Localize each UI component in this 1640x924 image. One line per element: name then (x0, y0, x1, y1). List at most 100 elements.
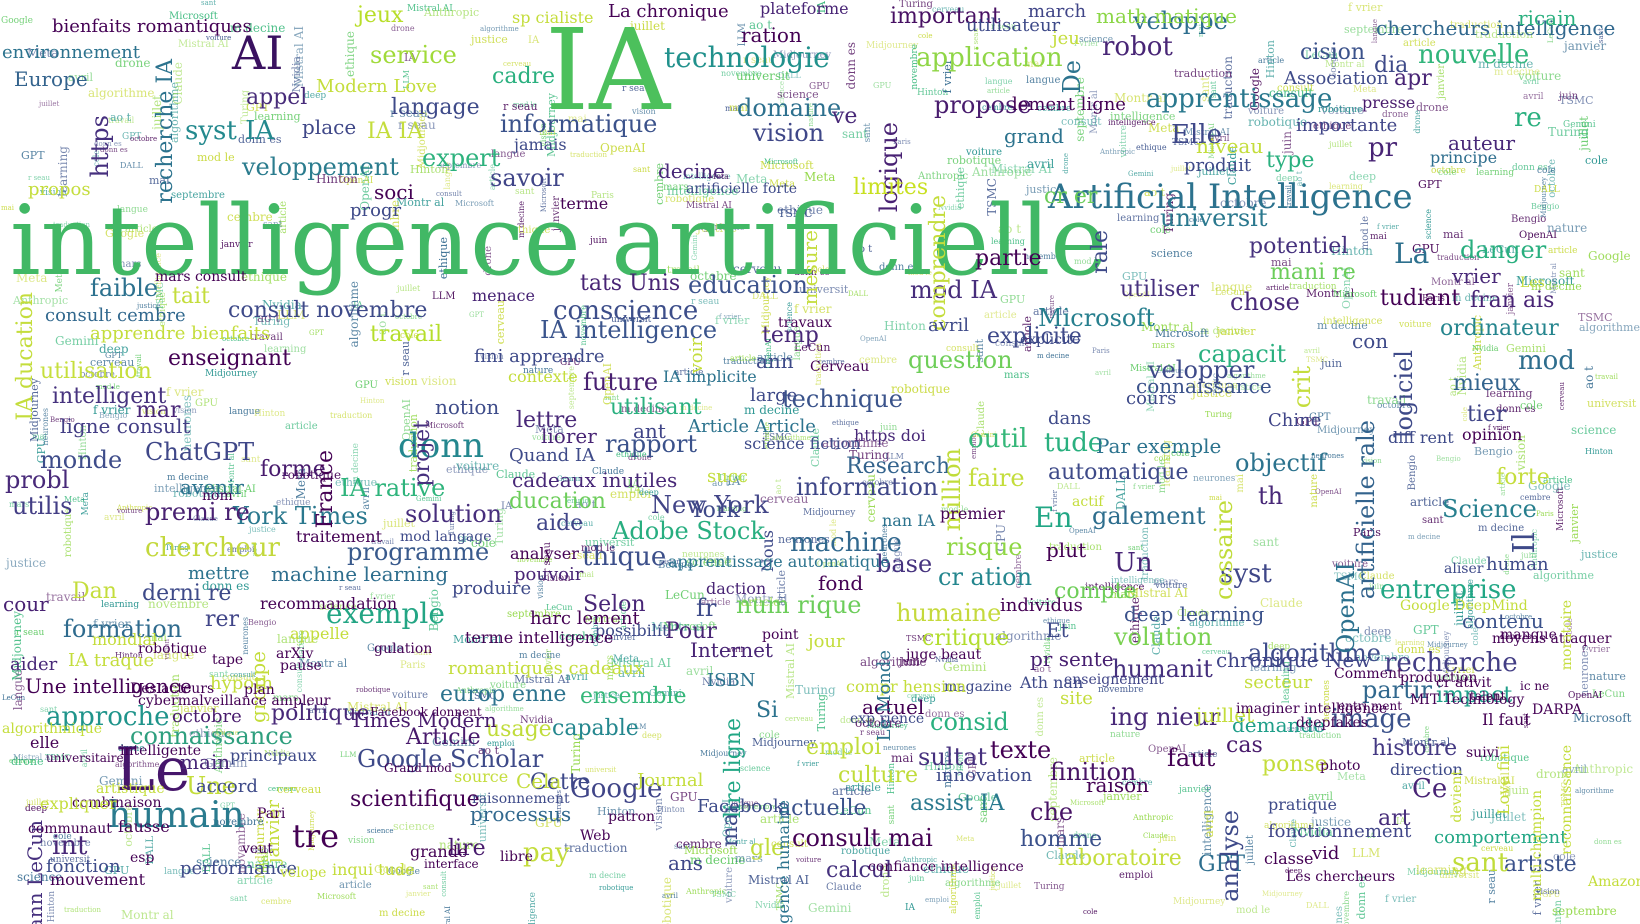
filler-word: novembre (40, 838, 91, 849)
cloud-word: jamais (514, 135, 567, 154)
cloud-word: connaissance (130, 722, 293, 750)
filler-word: Google (374, 863, 414, 876)
filler-word: science (319, 602, 357, 613)
cloud-word: utilisateur (966, 15, 1061, 36)
filler-word: f vrier (1377, 223, 1399, 231)
cloud-word: logiciel (1390, 350, 1418, 439)
filler-word: cerveau (760, 492, 809, 506)
filler-word: r seau (622, 84, 651, 94)
filler-word: GPT (220, 802, 235, 810)
filler-word: ao t (774, 479, 783, 495)
cloud-word: rale (1088, 230, 1113, 274)
filler-word: robotique (841, 846, 891, 857)
cloud-word: Il (1507, 532, 1542, 554)
filler-word: Microsoft (1333, 290, 1377, 300)
filler-word: mai (1443, 228, 1464, 241)
cloud-word: premier (940, 504, 1005, 523)
filler-word: IA (404, 51, 417, 64)
filler-word: mai (568, 114, 587, 125)
filler-word: neurones (1436, 673, 1474, 682)
filler-word: DALL (752, 292, 778, 302)
filler-word: Anthropic (1133, 813, 1174, 822)
cloud-word: projet (410, 420, 435, 487)
filler-word: science (740, 764, 771, 773)
cloud-word: compte (1054, 579, 1137, 604)
cloud-word: apprendre bienfaits (90, 323, 271, 344)
filler-word: cole (1154, 454, 1171, 463)
filler-word: TSMC (906, 634, 932, 643)
cloud-word: liorer (541, 424, 597, 448)
filler-word: r seau (568, 549, 603, 562)
cloud-word: La (1394, 237, 1430, 270)
cloud-word: travaux (778, 315, 832, 331)
filler-word: ethique (616, 450, 647, 459)
filler-word: juin (899, 655, 921, 668)
cloud-word: ant (633, 419, 666, 443)
cloud-word: juge beaut (906, 647, 982, 663)
cloud-word: Web (580, 828, 611, 844)
filler-word: GPT (246, 101, 270, 114)
filler-word: emploi (973, 892, 982, 920)
filler-word: Hinton (316, 172, 358, 186)
cloud-word: science fiction (744, 434, 861, 453)
filler-word: Google (388, 867, 420, 877)
cloud-word: daction (706, 579, 767, 598)
filler-word: Meta (16, 271, 48, 285)
cloud-word: fonction (46, 856, 121, 877)
filler-word: DALL (120, 161, 143, 170)
filler-word: Mistral AI (13, 753, 54, 762)
filler-word: Google (367, 643, 403, 654)
filler-word: septembre (739, 803, 777, 811)
cloud-word: Une (186, 772, 236, 800)
filler-word: Google (1, 16, 33, 26)
filler-word: emploi (925, 896, 949, 904)
filler-word: traduction (723, 357, 771, 367)
filler-word: article (1258, 56, 1285, 65)
filler-word: juin (1369, 582, 1385, 591)
filler-word: juillet (26, 798, 50, 807)
filler-word: DALL (1306, 901, 1329, 910)
filler-word: avril (1027, 157, 1055, 171)
cloud-word: Comment (1334, 666, 1403, 682)
cloud-word: exp rience (850, 711, 925, 727)
filler-word: cerveau (1558, 382, 1566, 411)
filler-word: ethique (923, 862, 970, 876)
cloud-word: IA IA (367, 119, 424, 144)
filler-word: vision (173, 406, 197, 415)
filler-word: Montr al (1141, 320, 1194, 334)
filler-word: sant (423, 883, 439, 891)
cloud-word: ordinateur (1440, 316, 1559, 341)
cloud-word: connaissance (1136, 374, 1272, 398)
filler-word: cerveau (561, 519, 594, 528)
cloud-word: march (1028, 1, 1087, 22)
cloud-word: fran ais (1470, 288, 1555, 313)
filler-word: Meta (736, 172, 768, 186)
filler-word: LeCun (794, 341, 831, 354)
cloud-word: Science (1442, 495, 1537, 523)
filler-word: Midjourney (1262, 890, 1303, 898)
cloud-word: Article Article (688, 416, 816, 437)
filler-word: GPT (458, 536, 473, 544)
filler-word: avril (618, 666, 646, 680)
filler-word: IA (1367, 832, 1375, 840)
filler-word: Mistral AI (686, 201, 732, 211)
cloud-word: fr (696, 594, 717, 622)
filler-word: septembre (507, 609, 561, 620)
filler-word: Claude (1260, 596, 1303, 610)
filler-word: justice (137, 302, 161, 310)
cloud-word: mars consult (155, 269, 247, 285)
filler-word: Turing (1205, 410, 1233, 419)
cloud-word: langage (391, 95, 480, 120)
cloud-word: Times Modern (350, 708, 497, 732)
cloud-word: base (876, 550, 933, 578)
filler-word: cembre (818, 358, 845, 366)
filler-word: vision (250, 846, 274, 855)
cloud-word: culture (838, 763, 919, 788)
filler-word: Gemini (808, 901, 852, 915)
filler-word: Montr al (453, 633, 502, 646)
filler-word: deep (1364, 625, 1392, 638)
filler-word: consult (436, 190, 462, 198)
filler-word: f vrier (797, 760, 819, 768)
filler-word: Montr al (299, 657, 348, 670)
filler-word: OpenAI (1568, 691, 1603, 701)
